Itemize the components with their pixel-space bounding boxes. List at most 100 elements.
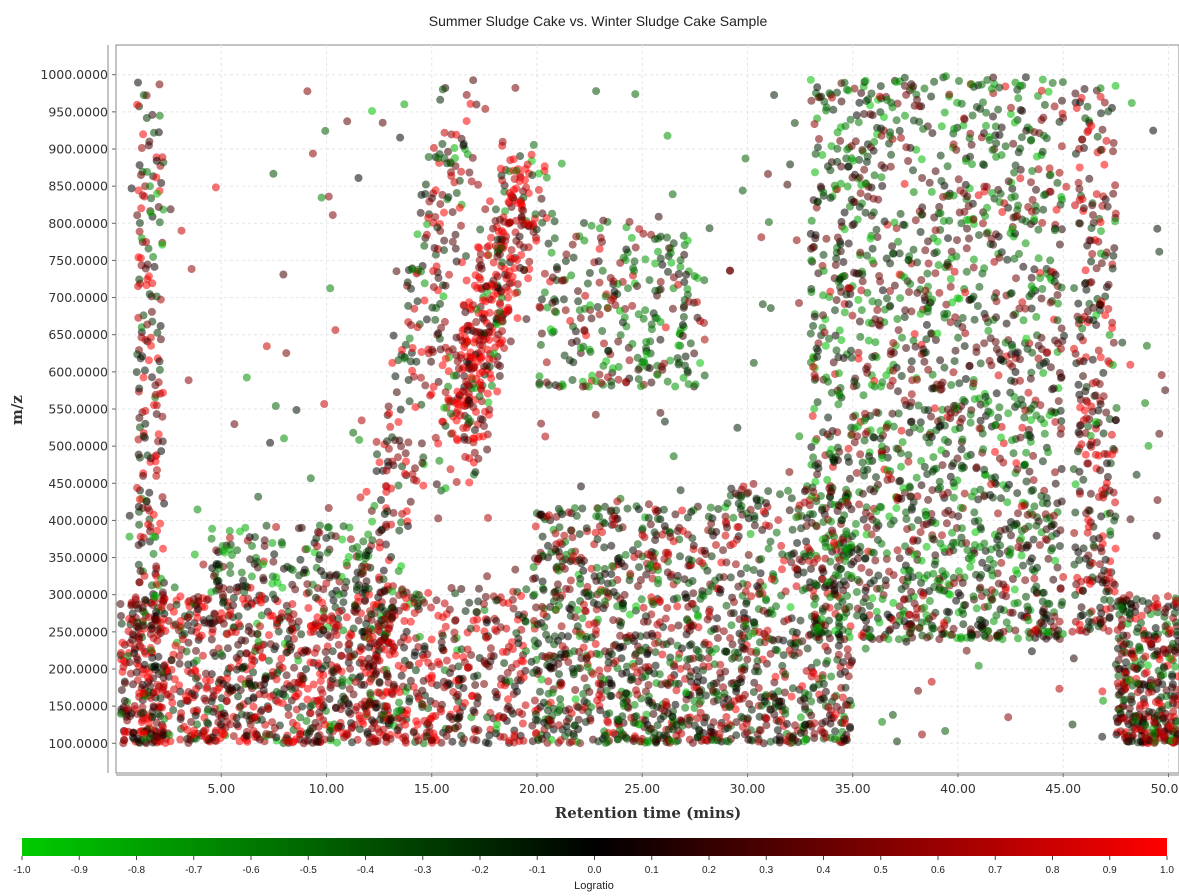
data-point xyxy=(638,530,647,539)
data-point xyxy=(272,733,281,742)
data-point xyxy=(818,565,827,574)
data-point xyxy=(274,697,283,706)
data-point xyxy=(696,359,705,367)
data-point xyxy=(641,716,650,725)
data-point xyxy=(641,306,650,315)
data-point xyxy=(766,649,775,658)
data-point xyxy=(167,656,176,665)
data-point xyxy=(135,219,144,227)
data-point xyxy=(530,696,539,705)
data-point xyxy=(136,354,145,363)
data-point xyxy=(247,661,256,670)
data-point xyxy=(579,690,588,698)
data-point xyxy=(410,595,419,603)
data-point xyxy=(501,207,509,216)
data-point xyxy=(848,311,857,320)
data-point xyxy=(759,507,768,516)
data-point xyxy=(555,670,563,679)
data-point xyxy=(614,375,623,384)
data-point xyxy=(451,616,460,625)
data-point xyxy=(485,328,493,337)
data-point xyxy=(277,654,286,663)
data-point xyxy=(709,718,718,727)
data-point xyxy=(364,530,373,539)
data-point xyxy=(493,252,502,261)
data-point xyxy=(1053,178,1062,187)
data-point xyxy=(534,185,543,194)
data-point xyxy=(285,614,294,623)
data-point xyxy=(564,632,572,641)
data-point xyxy=(655,596,664,605)
data-point xyxy=(571,686,580,694)
data-point xyxy=(457,221,465,230)
data-point xyxy=(937,122,946,131)
data-point xyxy=(485,362,494,371)
data-point xyxy=(704,654,713,663)
data-point xyxy=(152,173,161,182)
data-point xyxy=(722,558,731,567)
data-point xyxy=(979,160,987,169)
data-point xyxy=(837,516,846,525)
data-point xyxy=(809,321,818,330)
data-point xyxy=(145,137,154,146)
data-point xyxy=(268,539,277,547)
data-point xyxy=(683,655,692,664)
data-point xyxy=(661,323,670,332)
data-point xyxy=(587,314,596,323)
data-point xyxy=(218,730,227,739)
data-point xyxy=(694,623,703,632)
data-point xyxy=(564,658,573,667)
data-point xyxy=(509,185,518,194)
data-point xyxy=(537,675,546,684)
data-point xyxy=(607,691,616,700)
data-point xyxy=(904,573,913,582)
data-point xyxy=(241,636,250,645)
data-point xyxy=(889,598,898,607)
data-point xyxy=(386,422,395,431)
data-point xyxy=(133,655,142,664)
data-point xyxy=(805,551,814,560)
data-point xyxy=(461,607,470,616)
data-point xyxy=(1037,86,1046,95)
data-point xyxy=(806,329,815,338)
data-point xyxy=(568,376,577,384)
data-point xyxy=(495,215,504,224)
data-point xyxy=(595,310,604,319)
data-point xyxy=(688,577,697,585)
data-point xyxy=(936,151,945,160)
data-point xyxy=(440,599,449,608)
data-point xyxy=(925,178,934,187)
data-point xyxy=(448,737,457,746)
data-point xyxy=(353,543,362,552)
data-point xyxy=(356,672,365,681)
data-point xyxy=(812,522,821,531)
data-point xyxy=(326,571,334,580)
data-point xyxy=(389,508,398,517)
data-point xyxy=(440,403,449,412)
data-point xyxy=(427,662,436,671)
data-point xyxy=(759,606,768,615)
data-point xyxy=(354,593,363,602)
data-point xyxy=(627,673,636,681)
data-point xyxy=(216,720,225,729)
data-point xyxy=(403,683,412,692)
data-point xyxy=(459,140,468,148)
data-point xyxy=(681,590,690,599)
data-point xyxy=(594,504,603,513)
data-point xyxy=(626,610,634,619)
data-point xyxy=(498,647,507,656)
data-point xyxy=(512,659,521,668)
data-point xyxy=(654,247,662,256)
data-point xyxy=(607,570,616,579)
data-point xyxy=(256,707,265,716)
data-point xyxy=(321,648,330,656)
data-point xyxy=(498,327,507,336)
data-point xyxy=(892,116,901,125)
data-point xyxy=(965,234,973,243)
data-point xyxy=(326,734,335,743)
data-point xyxy=(134,450,143,459)
data-point xyxy=(781,587,790,596)
data-point xyxy=(704,662,713,671)
data-point xyxy=(499,228,508,237)
data-point xyxy=(514,639,523,648)
